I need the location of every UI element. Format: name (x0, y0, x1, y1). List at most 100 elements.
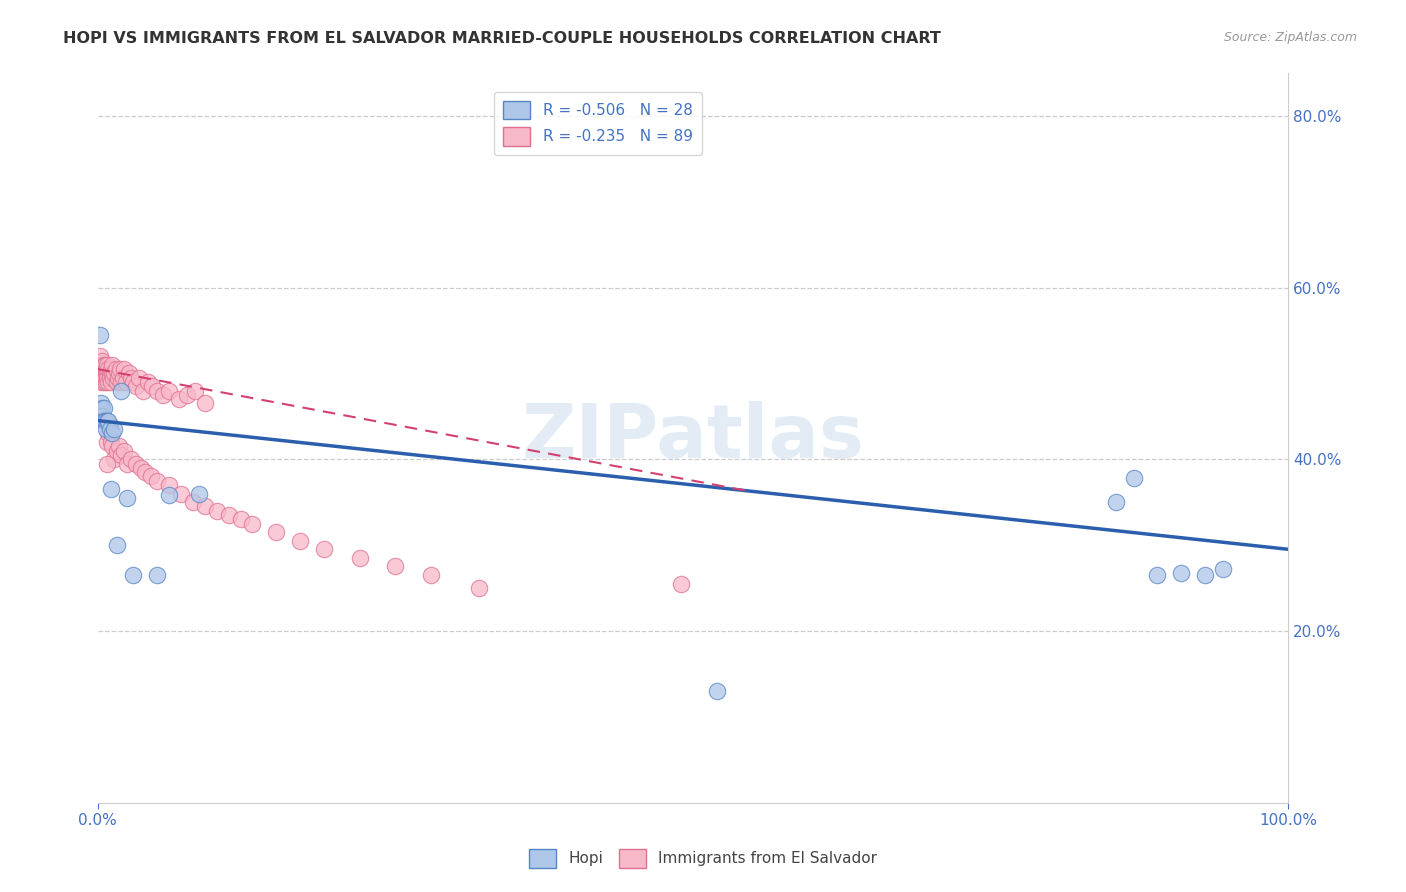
Point (100, 482, 122, 496)
Point (264, 525, 287, 540)
Point (141, 469, 163, 483)
Point (349, 550, 371, 565)
Point (104, 362, 127, 376)
Point (1194, 568, 1216, 582)
Point (93, 401, 115, 415)
Point (136, 375, 159, 389)
Point (94, 414, 117, 428)
Point (110, 362, 132, 376)
Point (467, 581, 489, 595)
Point (90, 367, 112, 381)
Point (98, 367, 121, 381)
Point (93, 414, 115, 428)
Point (100, 362, 122, 376)
Point (103, 422, 125, 436)
Point (312, 542, 335, 557)
Point (170, 486, 193, 500)
Point (98, 422, 121, 436)
Point (122, 375, 145, 389)
Point (205, 504, 228, 518)
Point (120, 370, 142, 384)
Point (110, 448, 132, 462)
Point (146, 568, 169, 582)
Point (97, 362, 120, 376)
Point (103, 367, 125, 381)
Point (117, 457, 139, 471)
Point (1170, 566, 1192, 580)
Point (93, 358, 115, 372)
Point (125, 379, 148, 393)
Point (146, 384, 169, 398)
Point (117, 367, 139, 381)
Text: HOPI VS IMMIGRANTS FROM EL SALVADOR MARRIED-COUPLE HOUSEHOLDS CORRELATION CHART: HOPI VS IMMIGRANTS FROM EL SALVADOR MARR… (63, 31, 941, 46)
Point (134, 465, 156, 479)
Legend: R = -0.506   N = 28, R = -0.235   N = 89: R = -0.506 N = 28, R = -0.235 N = 89 (494, 92, 702, 155)
Point (122, 568, 145, 582)
Point (117, 491, 139, 505)
Point (89, 362, 111, 376)
Point (100, 435, 122, 450)
Point (1122, 471, 1144, 485)
Point (94, 362, 117, 376)
Point (97, 414, 120, 428)
Point (91, 409, 114, 424)
Point (111, 370, 134, 384)
Point (167, 392, 190, 406)
Point (129, 460, 152, 475)
Point (91, 353, 114, 368)
Point (101, 426, 124, 441)
Point (242, 516, 264, 531)
Point (100, 375, 122, 389)
Point (96, 457, 118, 471)
Point (108, 439, 131, 453)
Point (706, 684, 728, 698)
Point (89, 327, 111, 342)
Point (94, 362, 117, 376)
Point (101, 370, 124, 384)
Legend: Hopi, Immigrants from El Salvador: Hopi, Immigrants from El Salvador (523, 843, 883, 873)
Point (105, 375, 128, 389)
Point (91, 370, 114, 384)
Point (112, 443, 135, 458)
Point (120, 452, 142, 467)
Point (96, 367, 118, 381)
Point (93, 375, 115, 389)
Point (101, 439, 124, 453)
Point (1146, 568, 1168, 582)
Point (93, 367, 115, 381)
Point (669, 576, 692, 591)
Point (105, 538, 128, 552)
Point (420, 568, 443, 582)
Point (107, 370, 129, 384)
Point (194, 396, 217, 410)
Point (91, 401, 114, 415)
Point (97, 426, 120, 441)
Point (194, 500, 217, 514)
Point (94, 375, 117, 389)
Point (187, 486, 209, 500)
Point (146, 474, 169, 488)
Point (105, 443, 128, 458)
Point (98, 417, 121, 432)
Point (288, 533, 311, 548)
Point (96, 358, 118, 372)
Point (90, 375, 112, 389)
Point (181, 495, 204, 509)
Point (90, 358, 112, 372)
Point (101, 367, 124, 381)
Point (101, 358, 124, 372)
Point (184, 384, 207, 398)
Point (97, 375, 120, 389)
Point (229, 512, 252, 526)
Point (108, 367, 131, 381)
Point (141, 379, 163, 393)
Point (112, 362, 135, 376)
Point (94, 358, 117, 372)
Point (90, 396, 112, 410)
Point (96, 370, 118, 384)
Text: ZIPatlas: ZIPatlas (522, 401, 865, 475)
Point (157, 478, 180, 492)
Point (157, 488, 180, 502)
Point (1212, 562, 1234, 576)
Point (128, 370, 150, 384)
